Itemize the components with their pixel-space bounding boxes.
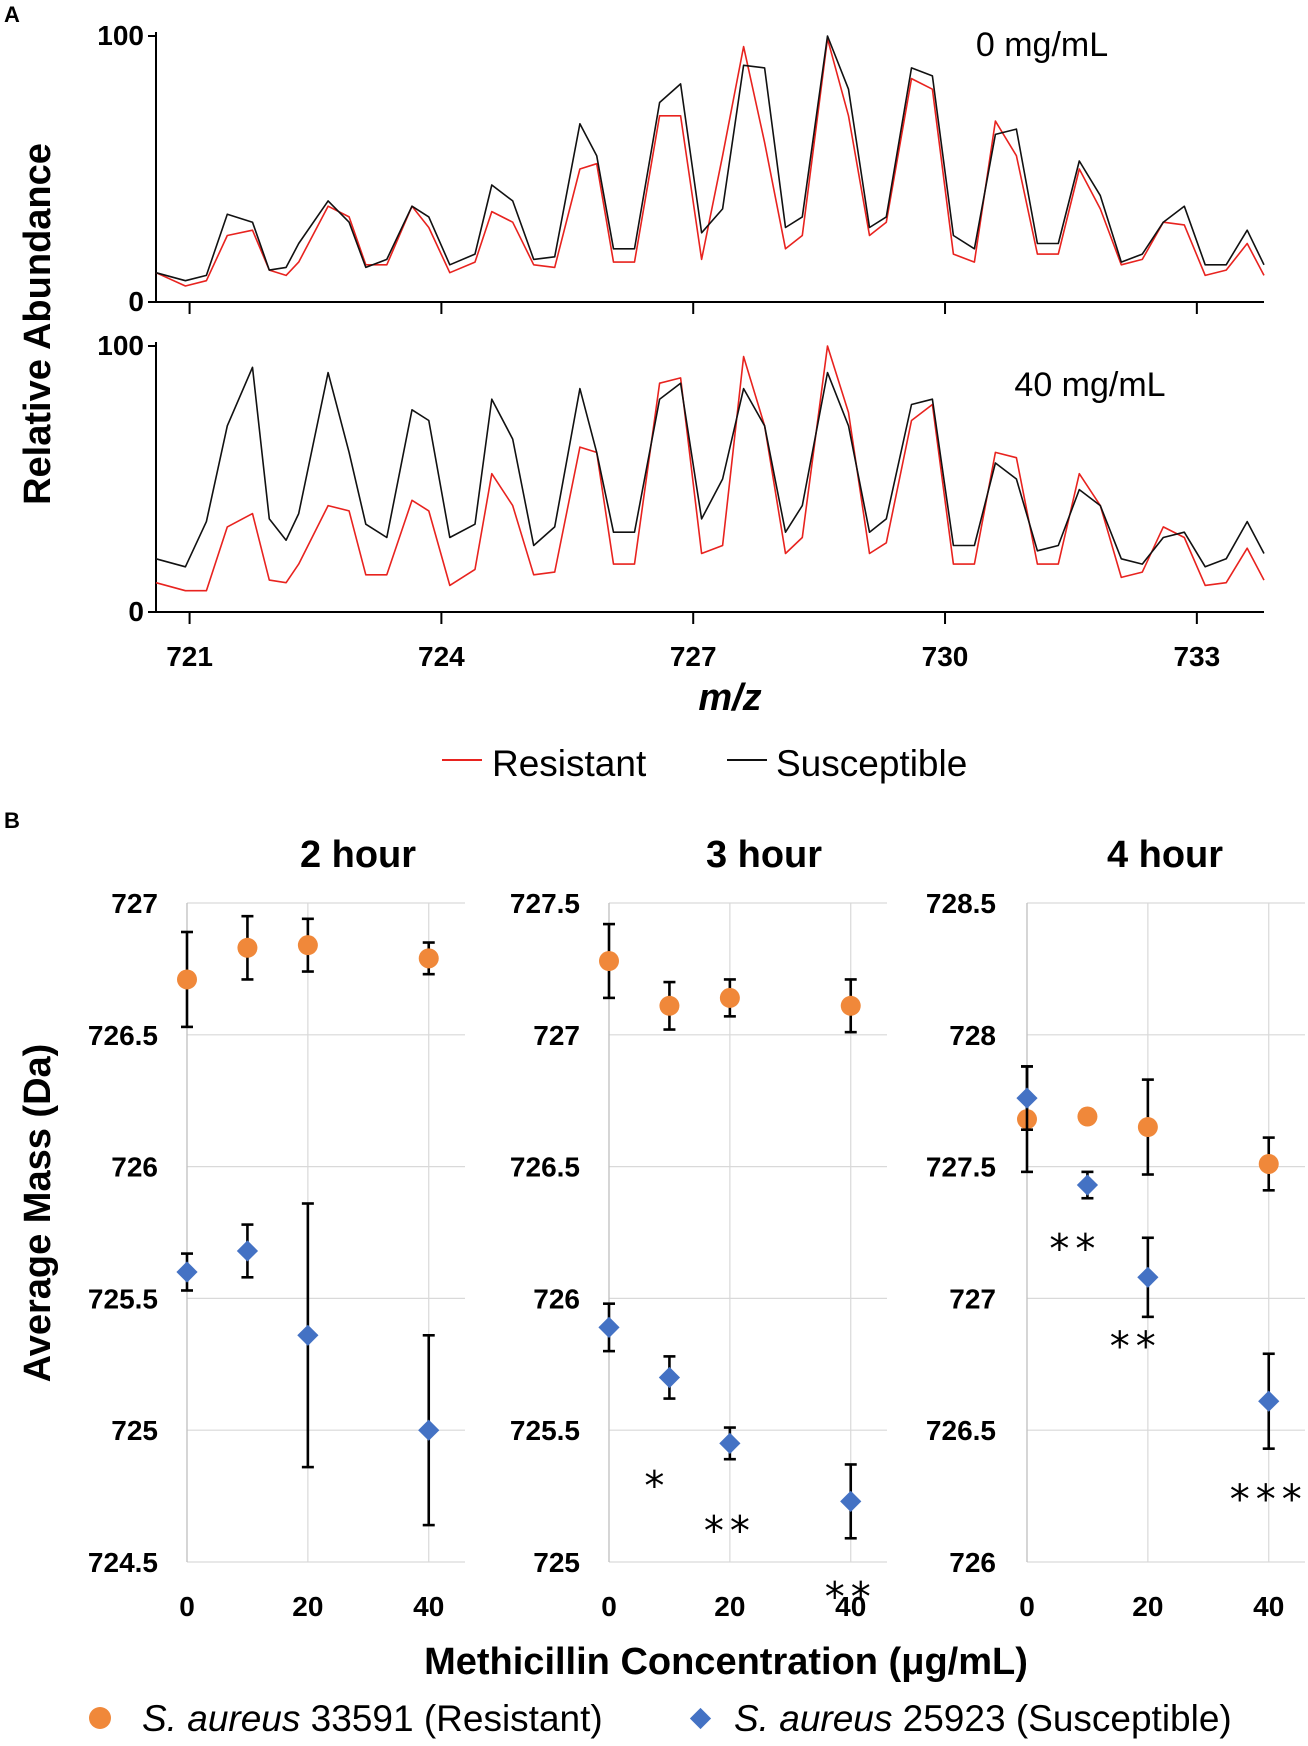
panel-letter-a: A (4, 2, 20, 27)
x-tick-label: 40 (835, 1591, 866, 1622)
x-tick-label: 40 (1253, 1591, 1284, 1622)
legend-marker-resistant (89, 1707, 111, 1729)
x-tick-label: 40 (413, 1591, 444, 1622)
significance-marker: ** (1049, 1227, 1101, 1273)
y-tick-label: 725 (533, 1547, 580, 1578)
susceptible-point (297, 1324, 319, 1346)
series-line-resistant (155, 345, 1265, 592)
resistant-point (297, 935, 318, 956)
susceptible-point (1016, 1087, 1038, 1109)
mass-subplot-0: 724.5 725 725.5 726 726.5 727 0 20 40 2 hour (88, 834, 465, 1622)
resistant-point (719, 987, 740, 1008)
legend-label-25923: S. aureus 25923 (Susceptible) (734, 1698, 1232, 1739)
x-tick-label-a: 727 (670, 641, 717, 672)
resistant-point (1258, 1153, 1279, 1174)
susceptible-point (1137, 1266, 1159, 1288)
y-tick-label: 726.5 (510, 1152, 580, 1183)
concentration-label: 40 mg/mL (1014, 366, 1165, 404)
y-tick-label: 0 (128, 596, 144, 627)
x-tick-label: 20 (1132, 1591, 1163, 1622)
x-tick-label: 20 (292, 1591, 323, 1622)
series-line-resistant (155, 37, 1265, 287)
y-tick-label: 727 (111, 888, 158, 919)
time-title: 2 hour (300, 834, 416, 876)
y-tick-label: 725.5 (510, 1415, 580, 1446)
significance-marker: ** (1110, 1324, 1162, 1370)
legend-label-susceptible: Susceptible (776, 743, 967, 784)
series-line-susceptible (155, 366, 1265, 568)
x-tick-label-a: 733 (1173, 641, 1220, 672)
resistant-point (177, 969, 197, 990)
x-tick-label: 20 (714, 1591, 745, 1622)
x-tick-label-a: 730 (922, 641, 969, 672)
y-tick-label: 727.5 (510, 888, 580, 919)
susceptible-point (719, 1432, 741, 1454)
resistant-point (418, 948, 439, 969)
susceptible-point (236, 1240, 259, 1262)
y-tick-label: 726.5 (926, 1415, 996, 1446)
y-tick-label: 726 (111, 1152, 158, 1183)
panel-letter-b: B (4, 808, 20, 833)
time-title: 3 hour (706, 834, 822, 876)
y-tick-label: 0 (128, 286, 144, 317)
significance-marker: ** (704, 1509, 756, 1555)
susceptible-point (176, 1261, 198, 1283)
y-axis-label-b: Average Mass (Da) (17, 1044, 59, 1383)
resistant-point (840, 995, 861, 1016)
y-tick-label: 726 (533, 1283, 580, 1314)
x-tick-label-a: 721 (166, 641, 213, 672)
spectrum-subplot-1: 0 100 40 mg/mL (97, 330, 1265, 627)
x-tick-label: 0 (601, 1591, 617, 1622)
legend-label-33591: S. aureus 33591 (Resistant) (142, 1698, 603, 1739)
y-tick-label: 724.5 (88, 1547, 158, 1578)
resistant-point (1077, 1106, 1098, 1127)
susceptible-point (598, 1316, 620, 1339)
susceptible-point (658, 1366, 681, 1389)
susceptible-point (1076, 1174, 1099, 1196)
legend-marker-susceptible (689, 1707, 712, 1730)
susceptible-point (1258, 1390, 1280, 1412)
legend-label-resistant: Resistant (492, 743, 647, 784)
y-tick-label: 727 (533, 1020, 580, 1051)
y-tick-label: 727 (949, 1283, 996, 1314)
time-title: 4 hour (1107, 834, 1223, 876)
concentration-label: 0 mg/mL (976, 26, 1108, 64)
resistant-point (1137, 1117, 1158, 1138)
y-tick-label: 100 (97, 330, 144, 361)
susceptible-point (840, 1490, 862, 1512)
significance-marker: * (644, 1464, 670, 1510)
y-axis-label-a: Relative Abundance (17, 143, 59, 505)
spectrum-subplot-0: 0 100 0 mg/mL (97, 20, 1265, 317)
series-line-susceptible (155, 35, 1265, 282)
significance-marker: ** (825, 1574, 877, 1620)
y-tick-label: 728.5 (926, 888, 996, 919)
y-tick-label: 726 (949, 1547, 996, 1578)
significance-marker: *** (1230, 1477, 1308, 1523)
y-tick-label: 725.5 (88, 1283, 158, 1314)
y-tick-label: 725 (111, 1415, 158, 1446)
x-axis-label-b: Methicillin Concentration (μg/mL) (424, 1641, 1028, 1683)
y-tick-label: 726.5 (88, 1020, 158, 1051)
resistant-point (237, 937, 258, 958)
x-tick-label: 0 (1019, 1591, 1035, 1622)
y-tick-label: 100 (97, 20, 144, 51)
x-tick-label-a: 724 (418, 641, 465, 672)
resistant-point (659, 995, 680, 1016)
resistant-point (599, 950, 619, 971)
y-tick-label: 727.5 (926, 1152, 996, 1183)
y-tick-label: 728 (949, 1020, 996, 1051)
susceptible-point (418, 1419, 440, 1441)
legend-species-italic: S. aureus (142, 1698, 300, 1739)
legend-strain-text: 25923 (Susceptible) (892, 1698, 1231, 1739)
x-tick-label: 0 (179, 1591, 195, 1622)
legend-species-italic: S. aureus (734, 1698, 892, 1739)
legend-strain-text: 33591 (Resistant) (300, 1698, 602, 1739)
x-axis-label-a: m/z (698, 677, 761, 719)
